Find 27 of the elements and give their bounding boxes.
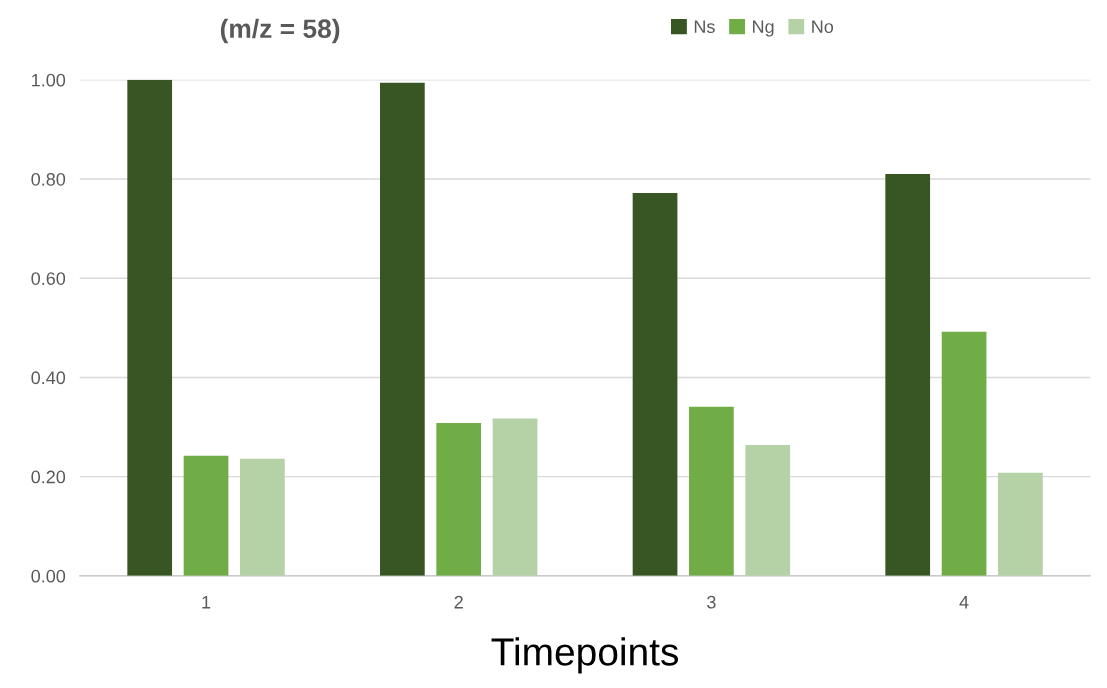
y-tick-label: 0.80	[31, 172, 66, 186]
bar	[885, 174, 931, 576]
bar	[240, 458, 285, 576]
bar	[941, 331, 987, 576]
y-tick-label: 0.00	[31, 569, 66, 583]
bar	[436, 423, 482, 576]
bar	[998, 472, 1043, 576]
y-tick-label: 1.00	[32, 73, 66, 87]
y-tick-label: 0.40	[31, 371, 66, 385]
bar	[632, 192, 678, 576]
bar	[127, 79, 173, 576]
y-tick-label: 0.60	[31, 272, 66, 285]
y-tick-label: 0.20	[31, 470, 66, 484]
bar	[745, 444, 791, 576]
bar	[380, 82, 425, 576]
bar	[689, 406, 734, 576]
x-tick-label: 3	[707, 595, 716, 609]
x-axis-title: Timepoints	[491, 637, 679, 674]
bar	[183, 455, 229, 576]
x-tick-label: 1	[202, 595, 211, 609]
bar	[492, 418, 538, 576]
chart-title: (m/z = 58)	[220, 18, 340, 44]
legend-label: No	[812, 20, 834, 34]
legend-label: Ng	[753, 20, 774, 37]
legend-label: Ns	[694, 20, 715, 34]
x-tick-label: 4	[959, 595, 969, 609]
x-tick-label: 2	[454, 595, 463, 609]
